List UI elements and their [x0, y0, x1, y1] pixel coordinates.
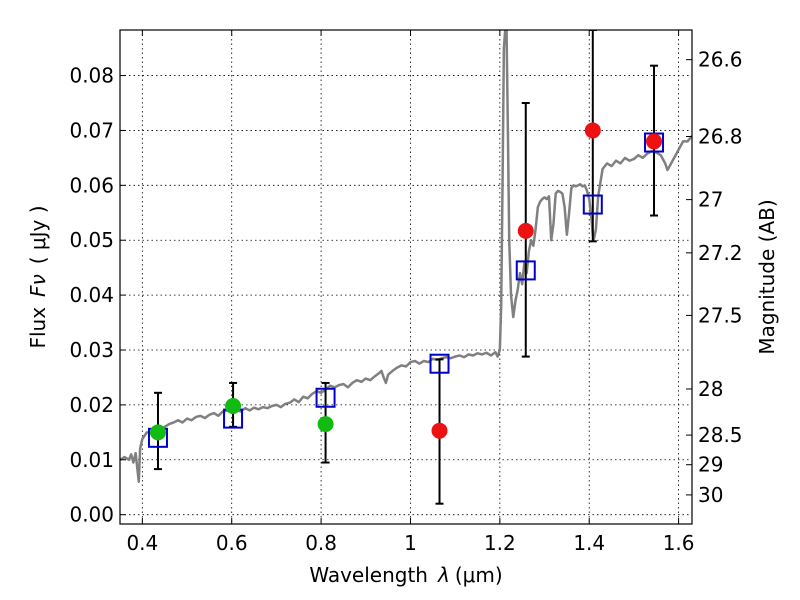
axis-ticks: 0.4 0.6 0.8 1 1.2 1.4 1.6 0.00 0.01 0.02 0.03 0.04 0… — [69, 30, 743, 555]
x-tick-label: 0.4 — [126, 531, 158, 555]
mag-tick-label: 28 — [698, 377, 723, 401]
x-axis-label: Wavelength λ (μm) — [309, 563, 502, 587]
x-tick-label: 1.4 — [573, 531, 605, 555]
mag-tick-label: 27 — [698, 188, 723, 212]
y-axis-label: FluxFν( μJy ) — [26, 205, 50, 348]
mag-tick-label: 26.6 — [698, 48, 743, 72]
y-tick-label: 0.08 — [69, 64, 114, 88]
observed-point — [225, 397, 242, 414]
model-square-marker — [315, 387, 336, 408]
observed-point — [517, 222, 534, 239]
observed-point — [431, 422, 448, 439]
mag-tick-label: 26.8 — [698, 124, 743, 148]
observed-point — [646, 133, 663, 150]
model-square-marker — [582, 194, 603, 215]
plot-area — [120, 30, 692, 505]
mag-tick-label: 29 — [698, 453, 723, 477]
plot-frame — [119, 29, 693, 525]
x-tick-label: 0.6 — [216, 531, 248, 555]
y-tick-label: 0.04 — [69, 283, 114, 307]
y-tick-label: 0.05 — [69, 228, 114, 252]
mag-tick-label: 30 — [698, 483, 723, 507]
y-tick-label: 0.03 — [69, 338, 114, 362]
mag-tick-label: 27.2 — [698, 241, 743, 265]
observed-point — [317, 416, 334, 433]
x-tick-label: 0.8 — [305, 531, 337, 555]
y-tick-label: 0.07 — [69, 118, 114, 142]
y2-axis-label: Magnitude (AB) — [755, 199, 779, 354]
model-square-marker — [515, 260, 536, 281]
x-tick-label: 1.6 — [663, 531, 695, 555]
y-tick-label: 0.06 — [69, 173, 114, 197]
mag-tick-label: 27.5 — [698, 303, 743, 327]
y-tick-label: 0.00 — [69, 503, 114, 527]
mag-tick-label: 28.5 — [698, 423, 743, 447]
grid — [120, 30, 692, 524]
x-tick-label: 1 — [404, 531, 417, 555]
observed-point — [584, 122, 601, 139]
observed-point — [149, 424, 166, 441]
x-tick-label: 1.2 — [484, 531, 516, 555]
y-tick-label: 0.01 — [69, 448, 114, 472]
spectrum-line — [120, 30, 692, 483]
model-square-marker — [429, 353, 450, 374]
y-tick-label: 0.02 — [69, 393, 114, 417]
